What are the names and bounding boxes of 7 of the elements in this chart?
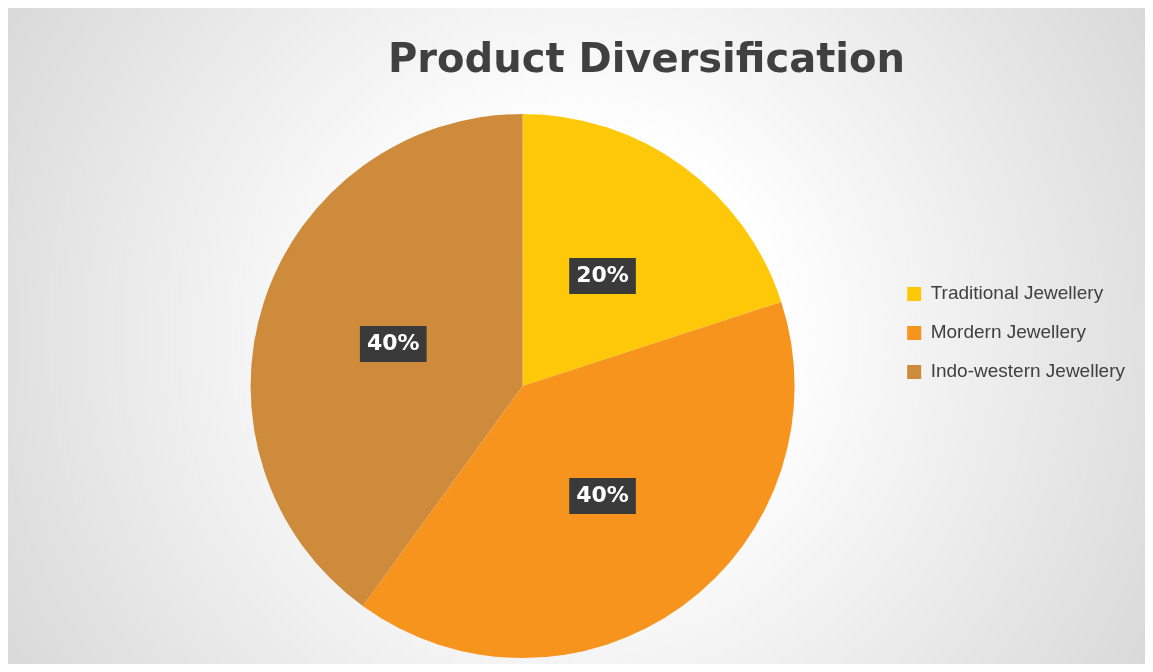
chart-title: Product Diversification xyxy=(388,35,905,82)
legend-label: Mordern Jewellery xyxy=(930,321,1087,343)
legend-label: Indo-western Jewellery xyxy=(930,360,1126,382)
data-label: 40% xyxy=(576,481,629,507)
legend-label: Traditional Jewellery xyxy=(930,282,1104,304)
data-label: 20% xyxy=(576,261,629,287)
data-label: 40% xyxy=(366,329,420,355)
